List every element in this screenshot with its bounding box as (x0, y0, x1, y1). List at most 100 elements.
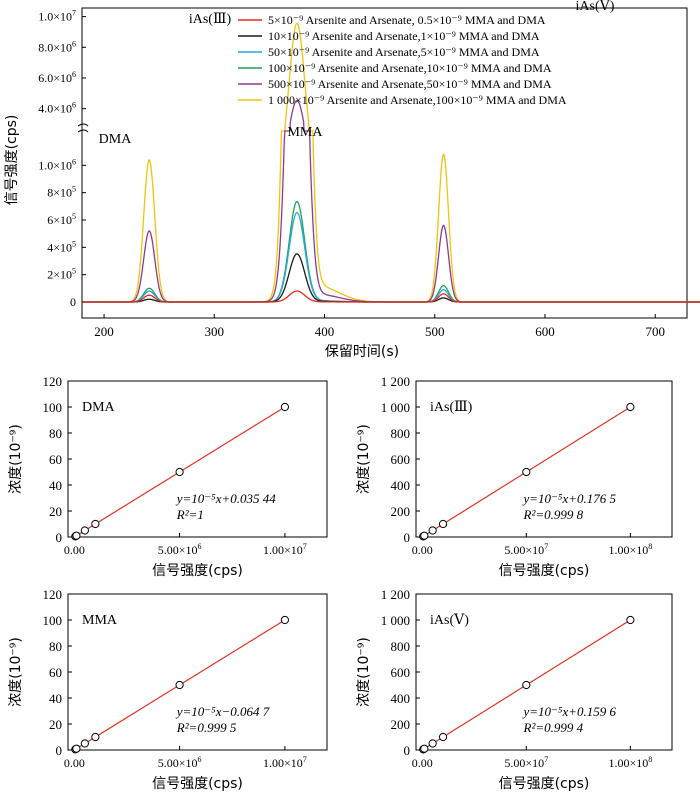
y-axis-title: 浓度(10⁻⁹) (356, 424, 372, 494)
data-point (522, 467, 531, 477)
y-tick-label: 40 (49, 691, 62, 706)
calibration-panel: 0 200 400 600 800 1 000 1 200 0.00 5.00×107 1.00×… (356, 587, 673, 792)
x-tick-label: 1.00×107 (263, 755, 307, 770)
main-chromatogram: 2003004005006007008009001 000保留时间(s)02×1… (4, 0, 700, 360)
x-axis-title: 信号强度(cps) (152, 776, 243, 792)
data-point (91, 519, 100, 529)
fit-r-squared: R²=1 (176, 507, 204, 522)
y-axis-title: 浓度(10⁻⁹) (8, 424, 24, 494)
x-tick-label: 500 (425, 324, 445, 339)
data-point (438, 732, 448, 742)
calibration-panel: 0 20 40 60 80 100 120 0.00 5.00×106 1.00×107 信号强度(… (8, 374, 328, 579)
y-tick-label: 0 (404, 530, 411, 545)
x-tick-label: 200 (94, 324, 114, 339)
x-tick-label: 1.00×108 (608, 542, 652, 557)
y-tick-label: 4.0×106 (38, 101, 76, 116)
x-tick-label: 600 (535, 324, 555, 339)
fit-equation: y=10⁻⁵x+0.159 6 (522, 704, 617, 719)
fit-equation: y=10⁻⁵x−0.064 7 (175, 704, 270, 719)
y-tick-label: 800 (391, 426, 411, 441)
y-tick-label: 200 (391, 717, 411, 732)
y-tick-label: 120 (43, 374, 63, 389)
peak-label: iAs(Ⅴ) (576, 0, 615, 14)
x-tick-label: 0.00 (412, 543, 433, 557)
x-tick-label: 0.00 (64, 756, 85, 770)
x-axis-ticks: 2003004005006007008009001 000 (94, 314, 665, 339)
data-point (175, 467, 184, 477)
y-tick-label: 120 (43, 587, 63, 602)
y-tick-label: 80 (49, 639, 62, 654)
data-point (280, 402, 289, 412)
data-point (91, 732, 100, 742)
data-point (280, 615, 289, 625)
y-axis-title: 浓度(10⁻⁹) (8, 637, 24, 707)
y-tick-label: 0 (70, 295, 76, 309)
y-axis-title: 信号强度(cps) (4, 115, 20, 206)
fit-r-squared: R²=0.999 5 (176, 720, 237, 735)
series-line (83, 253, 700, 303)
y-tick-label: 0 (404, 743, 411, 758)
y-tick-label: 1.0×106 (38, 157, 76, 172)
y-tick-label: 8×105 (47, 185, 76, 200)
x-axis-title: 信号强度(cps) (499, 776, 590, 792)
x-tick-label: 0.00 (412, 756, 433, 770)
data-point (80, 739, 89, 748)
y-tick-label: 20 (49, 717, 62, 732)
y-axis-ticks: 0 2×105 4×105 6×105 8×105 1.0×106 4.0×106 6.0×1… (38, 9, 86, 309)
data-point (522, 680, 531, 690)
fit-equation: y=10⁻⁵x+0.176 5 (522, 491, 617, 506)
y-tick-label: 6×105 (47, 212, 76, 227)
panel-title: MMA (82, 613, 118, 628)
y-tick-label: 1 200 (381, 374, 410, 389)
legend-label: 1 000×10⁻⁹ Arsenite and Arsenate,100×10⁻… (268, 93, 567, 107)
y-tick-label: 1 000 (381, 400, 410, 415)
y-tick-label: 4×105 (47, 239, 76, 254)
calibration-panel: 0 200 400 600 800 1 000 1 200 0.00 5.00×107 1.00×… (356, 374, 673, 579)
data-point (626, 402, 635, 412)
data-point (420, 531, 429, 540)
x-tick-label: 5.00×107 (504, 755, 548, 770)
y-tick-label: 60 (49, 665, 62, 680)
x-axis-title: 信号强度(cps) (499, 563, 590, 579)
panel-title: iAs(Ⅴ) (430, 613, 469, 628)
series-line (83, 290, 700, 303)
y-tick-label: 60 (49, 452, 62, 467)
series-line (83, 99, 700, 303)
y-tick-label: 6.0×106 (38, 70, 76, 85)
x-tick-label: 700 (645, 324, 665, 339)
series-line (83, 211, 700, 303)
y-tick-label: 0 (56, 743, 63, 758)
y-axis-title: 浓度(10⁻⁹) (356, 637, 372, 707)
y-tick-label: 400 (391, 691, 411, 706)
legend: 5×10⁻⁹ Arsenite and Arsenate, 0.5×10⁻⁹ M… (238, 13, 567, 107)
data-point (428, 739, 437, 748)
y-tick-label: 20 (49, 504, 62, 519)
data-point (72, 531, 81, 540)
legend-label: 50×10⁻⁹ Arsenite and Arsenate,5×10⁻⁹ MMA… (268, 45, 540, 59)
y-tick-label: 100 (43, 400, 63, 415)
y-tick-label: 1 200 (381, 587, 410, 602)
fit-r-squared: R²=0.999 8 (523, 507, 584, 522)
series-line (83, 200, 700, 303)
x-axis-title: 信号强度(cps) (152, 563, 243, 579)
fit-r-squared: R²=0.999 4 (523, 720, 584, 735)
x-tick-label: 1.00×107 (263, 542, 307, 557)
y-tick-label: 0 (56, 530, 63, 545)
peak-label: iAs(Ⅲ) (189, 12, 232, 27)
data-point (428, 526, 437, 535)
y-tick-label: 200 (391, 504, 411, 519)
x-tick-label: 5.00×106 (158, 542, 202, 557)
x-tick-label: 5.00×106 (158, 755, 202, 770)
x-tick-label: 5.00×107 (504, 542, 548, 557)
y-tick-label: 80 (49, 426, 62, 441)
y-tick-label: 600 (391, 452, 411, 467)
y-tick-label: 400 (391, 478, 411, 493)
y-tick-label: 600 (391, 665, 411, 680)
fit-equation: y=10⁻⁵x+0.035 44 (175, 491, 276, 506)
data-point (72, 744, 81, 753)
x-axis-title: 保留时间(s) (325, 344, 399, 360)
y-tick-label: 2×105 (47, 267, 76, 282)
y-tick-label: 800 (391, 639, 411, 654)
y-tick-label: 40 (49, 478, 62, 493)
